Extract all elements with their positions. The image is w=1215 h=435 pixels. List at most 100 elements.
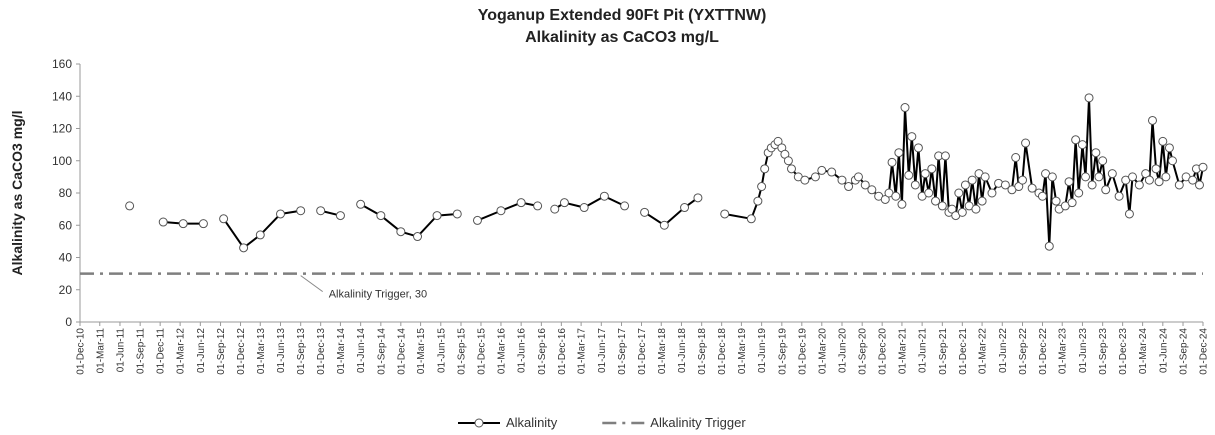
data-point: [837, 175, 847, 185]
data-point: [1194, 180, 1204, 190]
data-point: [1114, 191, 1124, 201]
y-tick-label: 40: [59, 251, 73, 265]
data-point: [579, 203, 589, 213]
x-tick-label: 01-Sep-14: [376, 328, 387, 375]
x-tick-label: 01-Sep-23: [1098, 328, 1109, 375]
data-point: [1158, 136, 1168, 146]
data-point: [178, 219, 188, 229]
data-point: [1017, 175, 1027, 185]
y-tick-label: 20: [59, 283, 73, 297]
data-point: [910, 180, 920, 190]
data-point: [158, 217, 168, 227]
data-point: [452, 209, 462, 219]
data-point: [640, 207, 650, 217]
data-point: [413, 232, 423, 242]
x-tick-label: 01-Mar-13: [256, 328, 267, 375]
data-point: [1047, 172, 1057, 182]
data-point: [1107, 169, 1117, 179]
data-point: [1101, 185, 1111, 195]
data-point: [927, 164, 937, 174]
data-point: [783, 156, 793, 166]
y-tick-label: 100: [52, 154, 72, 168]
data-point: [1081, 172, 1091, 182]
y-tick-label: 160: [52, 57, 72, 71]
data-point: [559, 198, 569, 208]
data-point: [977, 196, 987, 206]
x-tick-label: 01-Sep-15: [456, 328, 467, 375]
data-point: [1128, 172, 1138, 182]
data-point: [255, 230, 265, 240]
data-point: [931, 196, 941, 206]
data-point: [396, 227, 406, 237]
data-point: [1071, 135, 1081, 145]
data-point: [894, 148, 904, 158]
y-axis-label: Alkalinity as CaCO3 mg/l: [9, 111, 25, 276]
x-tick-label: 01-Mar-19: [737, 328, 748, 375]
x-tick-label: 01-Mar-22: [978, 328, 989, 375]
data-point: [198, 219, 208, 229]
data-point: [827, 167, 837, 177]
data-point: [296, 206, 306, 216]
data-point: [844, 182, 854, 192]
x-tick-label: 01-Dec-16: [557, 328, 568, 375]
data-point: [335, 211, 345, 221]
x-tick-label: 01-Jun-19: [757, 328, 768, 373]
data-point: [907, 132, 917, 142]
x-tick-label: 01-Mar-16: [496, 328, 507, 375]
data-point: [496, 206, 506, 216]
legend-label: Alkalinity: [506, 415, 558, 430]
x-tick-label: 01-Mar-14: [336, 328, 347, 375]
y-tick-label: 0: [65, 315, 72, 329]
x-tick-label: 01-Sep-16: [537, 328, 548, 375]
x-tick-label: 01-Jun-15: [436, 328, 447, 373]
data-point: [887, 157, 897, 167]
data-point: [599, 191, 609, 201]
x-tick-label: 01-Jun-13: [276, 328, 287, 373]
data-point: [817, 165, 827, 175]
x-tick-label: 01-Jun-24: [1158, 328, 1169, 373]
data-point: [757, 182, 767, 192]
data-point: [753, 196, 763, 206]
data-point: [904, 170, 914, 180]
data-point: [219, 214, 229, 224]
data-point: [1147, 115, 1157, 125]
x-tick-label: 01-Mar-21: [897, 328, 908, 375]
x-tick-label: 01-Dec-22: [1038, 328, 1049, 375]
data-point: [1098, 156, 1108, 166]
chart-title: Yoganup Extended 90Ft Pit (YXTTNW): [478, 7, 767, 24]
x-tick-label: 01-Sep-24: [1179, 328, 1190, 375]
x-tick-label: 01-Sep-22: [1018, 328, 1029, 375]
data-point: [1021, 138, 1031, 148]
data-point: [1198, 162, 1208, 172]
data-point: [1188, 175, 1198, 185]
x-tick-label: 01-Sep-21: [938, 328, 949, 375]
x-tick-label: 01-Jun-12: [196, 328, 207, 373]
x-tick-label: 01-Mar-18: [657, 328, 668, 375]
x-tick-label: 01-Sep-11: [136, 328, 147, 374]
y-tick-label: 140: [52, 89, 72, 103]
x-tick-label: 01-Jun-21: [918, 328, 929, 373]
x-tick-label: 01-Sep-13: [296, 328, 307, 375]
x-tick-label: 01-Dec-10: [76, 328, 87, 375]
x-tick-label: 01-Mar-12: [176, 328, 187, 375]
data-point: [891, 191, 901, 201]
data-point: [275, 209, 285, 219]
x-tick-label: 01-Sep-18: [697, 328, 708, 375]
data-point: [980, 172, 990, 182]
data-point: [680, 203, 690, 213]
data-point: [472, 215, 482, 225]
x-tick-label: 01-Jun-18: [677, 328, 688, 373]
data-point: [1161, 172, 1171, 182]
x-tick-label: 01-Dec-13: [316, 328, 327, 375]
data-point: [971, 204, 981, 214]
data-point: [1134, 180, 1144, 190]
annotation-leader: [300, 275, 323, 293]
data-point: [1064, 177, 1074, 187]
x-tick-label: 01-Dec-14: [396, 328, 407, 375]
data-point: [760, 164, 770, 174]
x-tick-label: 01-Dec-23: [1118, 328, 1129, 375]
data-point: [900, 103, 910, 113]
data-point: [516, 198, 526, 208]
data-point: [376, 211, 386, 221]
